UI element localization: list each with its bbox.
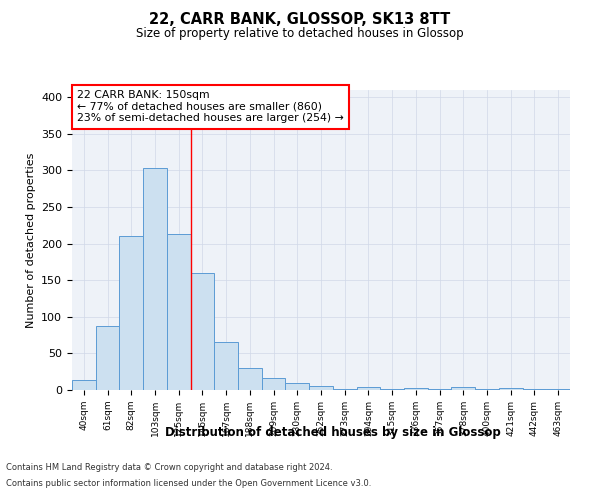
Bar <box>404 388 428 390</box>
Bar <box>238 368 262 390</box>
Text: 22 CARR BANK: 150sqm
← 77% of detached houses are smaller (860)
23% of semi-deta: 22 CARR BANK: 150sqm ← 77% of detached h… <box>77 90 344 123</box>
Bar <box>333 388 356 390</box>
Bar <box>546 388 570 390</box>
Bar <box>380 388 404 390</box>
Bar <box>191 273 214 390</box>
Bar <box>262 378 286 390</box>
Y-axis label: Number of detached properties: Number of detached properties <box>26 152 35 328</box>
Text: Distribution of detached houses by size in Glossop: Distribution of detached houses by size … <box>165 426 501 439</box>
Bar <box>499 388 523 390</box>
Bar <box>356 387 380 390</box>
Bar <box>96 326 119 390</box>
Bar <box>428 388 451 390</box>
Text: Contains HM Land Registry data © Crown copyright and database right 2024.: Contains HM Land Registry data © Crown c… <box>6 464 332 472</box>
Bar <box>309 386 333 390</box>
Bar <box>451 387 475 390</box>
Bar <box>143 168 167 390</box>
Text: Size of property relative to detached houses in Glossop: Size of property relative to detached ho… <box>136 28 464 40</box>
Bar <box>119 236 143 390</box>
Bar <box>286 384 309 390</box>
Text: Contains public sector information licensed under the Open Government Licence v3: Contains public sector information licen… <box>6 478 371 488</box>
Bar <box>72 380 96 390</box>
Bar <box>214 342 238 390</box>
Bar <box>523 388 546 390</box>
Bar <box>167 234 191 390</box>
Text: 22, CARR BANK, GLOSSOP, SK13 8TT: 22, CARR BANK, GLOSSOP, SK13 8TT <box>149 12 451 28</box>
Bar <box>475 388 499 390</box>
